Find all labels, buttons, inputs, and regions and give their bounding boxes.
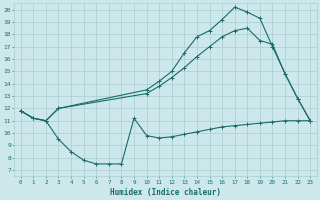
X-axis label: Humidex (Indice chaleur): Humidex (Indice chaleur) — [110, 188, 221, 197]
